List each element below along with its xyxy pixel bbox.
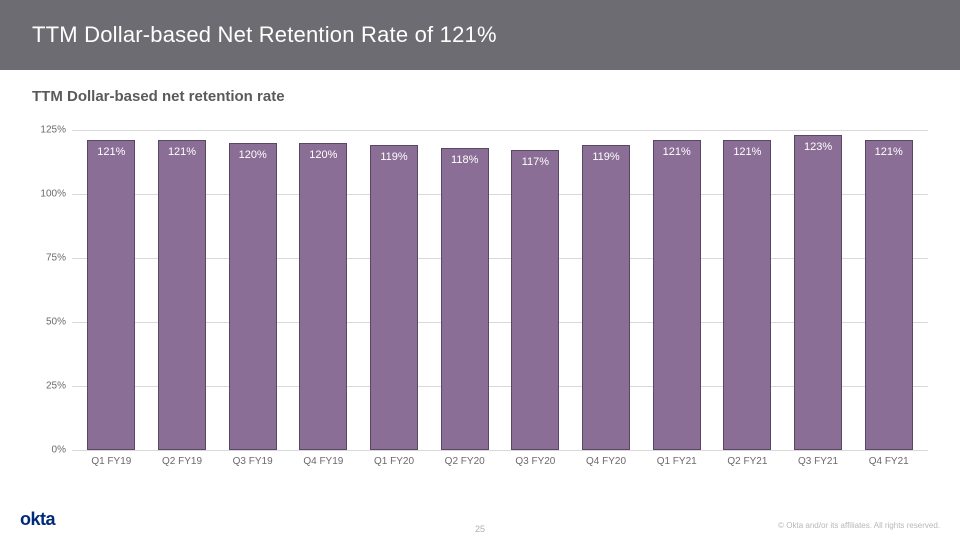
page-number: 25 (475, 524, 485, 534)
bar (441, 148, 489, 450)
bar-value-label: 119% (380, 151, 407, 163)
y-tick-label: 0% (52, 445, 66, 456)
copyright-text: © Okta and/or its affiliates. All rights… (778, 521, 940, 530)
x-tick-label: Q1 FY20 (359, 450, 430, 480)
bar-slot: 121% (853, 130, 924, 450)
x-tick-label: Q4 FY19 (288, 450, 359, 480)
bar-slot: 119% (571, 130, 642, 450)
x-tick-label: Q3 FY21 (783, 450, 854, 480)
plot-area: 121% 121% 120% 120% 119% 118% 117% 119% 121% 121%… (72, 130, 928, 450)
bar-slot: 121% (641, 130, 712, 450)
bar-value-label: 121% (733, 146, 761, 158)
bar (299, 143, 347, 450)
bar-value-label: 121% (97, 146, 125, 158)
y-tick-label: 50% (46, 317, 66, 328)
bar-slot: 120% (288, 130, 359, 450)
x-tick-label: Q2 FY20 (429, 450, 500, 480)
slide-root: TTM Dollar-based Net Retention Rate of 1… (0, 0, 960, 540)
x-tick-label: Q2 FY21 (712, 450, 783, 480)
y-tick-label: 75% (46, 253, 66, 264)
y-tick-label: 125% (40, 125, 66, 136)
bar-value-label: 121% (875, 146, 903, 158)
bar (582, 145, 630, 450)
retention-chart: 0%25%50%75%100%125% 121%121%120%120%119%… (32, 130, 928, 480)
bar-slot: 121% (147, 130, 218, 450)
bar (370, 145, 418, 450)
x-tick-label: Q3 FY19 (217, 450, 288, 480)
bar (87, 140, 135, 450)
bar-value-label: 119% (592, 151, 619, 163)
header-band: TTM Dollar-based Net Retention Rate of 1… (0, 0, 960, 70)
bar-value-label: 120% (239, 149, 267, 161)
bar-slot: 120% (217, 130, 288, 450)
x-tick-label: Q2 FY19 (147, 450, 218, 480)
bar-value-label: 121% (168, 146, 196, 158)
bar-value-label: 120% (309, 149, 337, 161)
bar (511, 150, 559, 450)
bar (653, 140, 701, 450)
x-axis: Q1 FY19Q2 FY19Q3 FY19Q4 FY19Q1 FY20Q2 FY… (72, 450, 928, 480)
bar (158, 140, 206, 450)
bar (865, 140, 913, 450)
okta-logo: okta (20, 509, 55, 530)
bar-value-label: 118% (451, 154, 478, 166)
y-tick-label: 100% (40, 189, 66, 200)
bars-container: 121% 121% 120% 120% 119% 118% 117% 119% 121% 121%… (72, 130, 928, 450)
bar-slot: 121% (76, 130, 147, 450)
slide-footer: okta 25 © Okta and/or its affiliates. Al… (0, 500, 960, 540)
bar-value-label: 123% (804, 141, 832, 153)
x-tick-label: Q3 FY20 (500, 450, 571, 480)
chart-subtitle: TTM Dollar-based net retention rate (32, 88, 285, 105)
bar-slot: 118% (429, 130, 500, 450)
y-axis: 0%25%50%75%100%125% (32, 130, 72, 450)
x-tick-label: Q4 FY20 (571, 450, 642, 480)
bar (229, 143, 277, 450)
y-tick-label: 25% (46, 381, 66, 392)
bar-value-label: 117% (522, 156, 549, 168)
bar-slot: 123% (783, 130, 854, 450)
bar-slot: 121% (712, 130, 783, 450)
x-tick-label: Q1 FY19 (76, 450, 147, 480)
bar (794, 135, 842, 450)
bar-value-label: 121% (663, 146, 691, 158)
bar-slot: 117% (500, 130, 571, 450)
x-tick-label: Q4 FY21 (853, 450, 924, 480)
bar (723, 140, 771, 450)
bar-slot: 119% (359, 130, 430, 450)
page-title: TTM Dollar-based Net Retention Rate of 1… (32, 22, 497, 48)
x-tick-label: Q1 FY21 (641, 450, 712, 480)
